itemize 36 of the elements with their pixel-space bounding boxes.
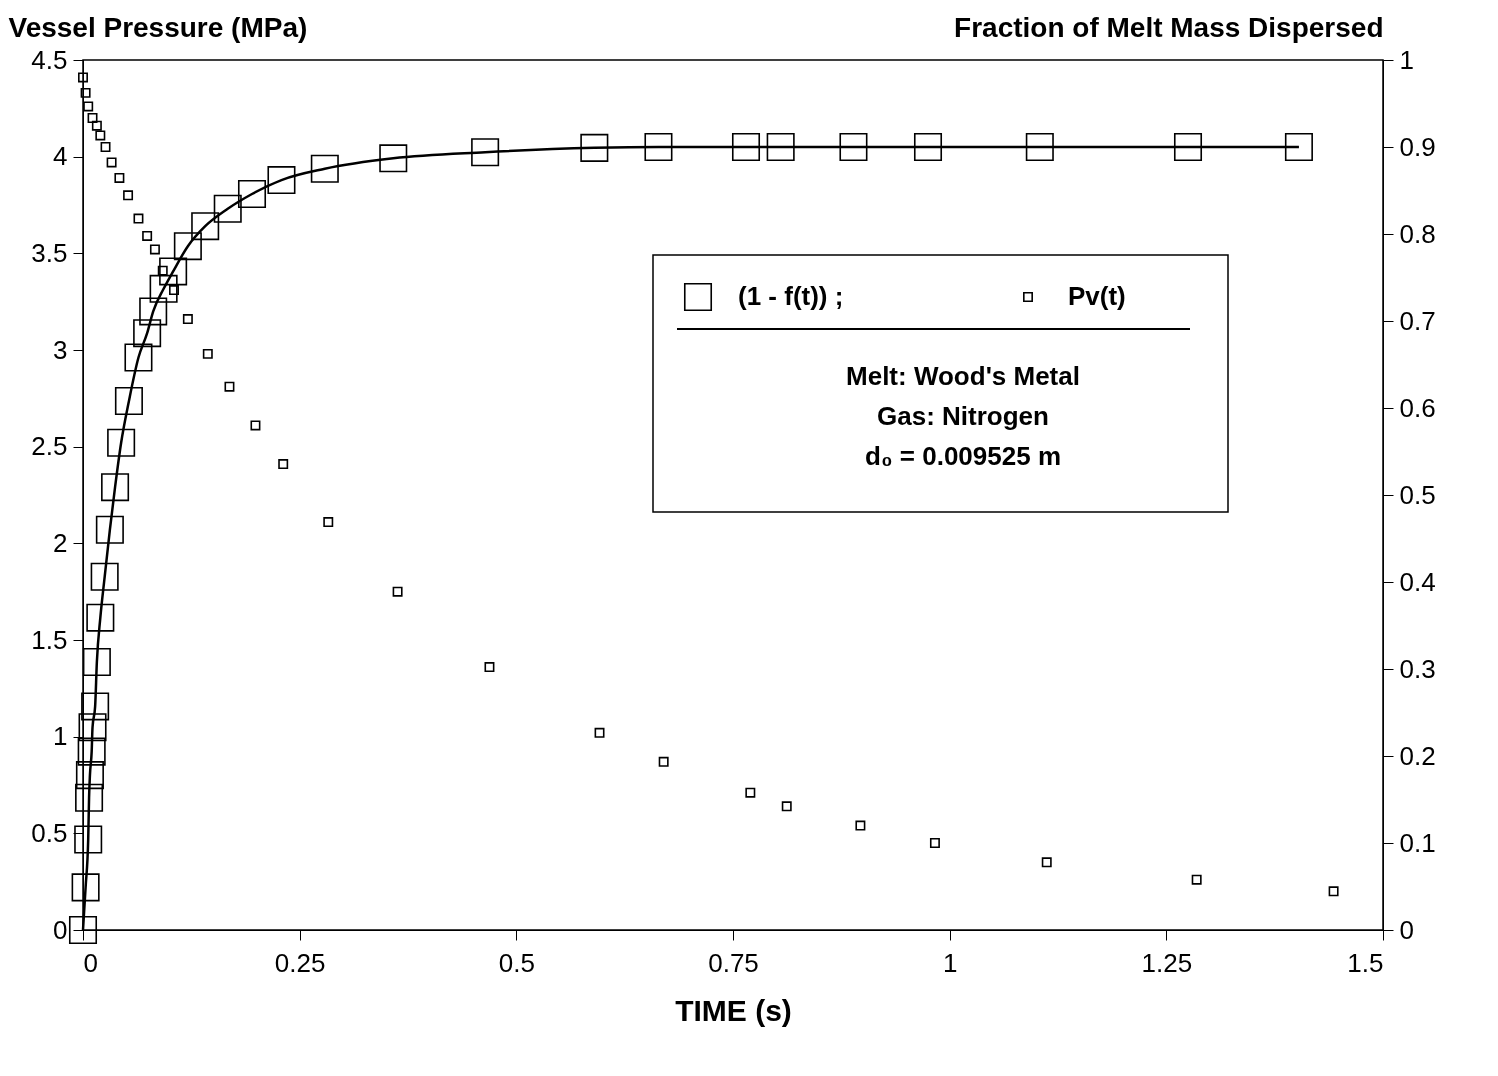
y-tick-label: 1 [53,721,68,752]
y2-tick-label: 0.3 [1399,653,1436,684]
annotation: Gas: Nitrogen [877,401,1049,431]
x-tick-label: 0.25 [274,947,326,978]
legend-label: (1 - f(t)) ; [738,281,844,311]
y2-tick-label: 0.9 [1399,131,1436,162]
x-axis-title: TIME (s) [675,993,792,1027]
x-tick-label: 1.5 [1347,947,1384,978]
annotation: Melt: Wood's Metal [846,361,1080,391]
x-tick-label: 1 [942,947,958,978]
y-tick-label: 1.5 [31,624,68,655]
annotation: d₀ = 0.009525 m [864,441,1062,471]
y-axis-title: Vessel Pressure (MPa) [8,11,308,43]
y-tick-label: 2 [53,527,68,558]
y2-tick-label: 0.6 [1399,392,1436,423]
y-tick-label: 0 [53,914,68,945]
x-tick-label: 0 [83,947,98,978]
y-tick-label: 4 [53,141,68,172]
y-tick-label: 3 [53,334,68,365]
y2-tick-label: 0 [1399,914,1414,945]
y2-tick-label: 0.5 [1399,479,1436,510]
y2-tick-label: 1 [1399,44,1414,75]
y2-tick-label: 0.4 [1399,566,1436,597]
y2-tick-label: 0.8 [1399,218,1436,249]
y-tick-label: 4.5 [31,44,68,75]
y-tick-label: 3.5 [31,237,68,268]
x-tick-label: 0.5 [498,947,535,978]
y-tick-label: 2.5 [31,431,68,462]
y2-tick-label: 0.7 [1399,305,1436,336]
legend-label: Pv(t) [1068,281,1126,311]
x-tick-label: 1.25 [1141,947,1193,978]
y2-axis-title: Fraction of Melt Mass Dispersed [954,11,1384,43]
y-tick-label: 0.5 [31,817,68,848]
y2-tick-label: 0.1 [1399,827,1436,858]
x-tick-label: 0.75 [708,947,759,978]
y2-tick-label: 0.2 [1399,740,1436,771]
